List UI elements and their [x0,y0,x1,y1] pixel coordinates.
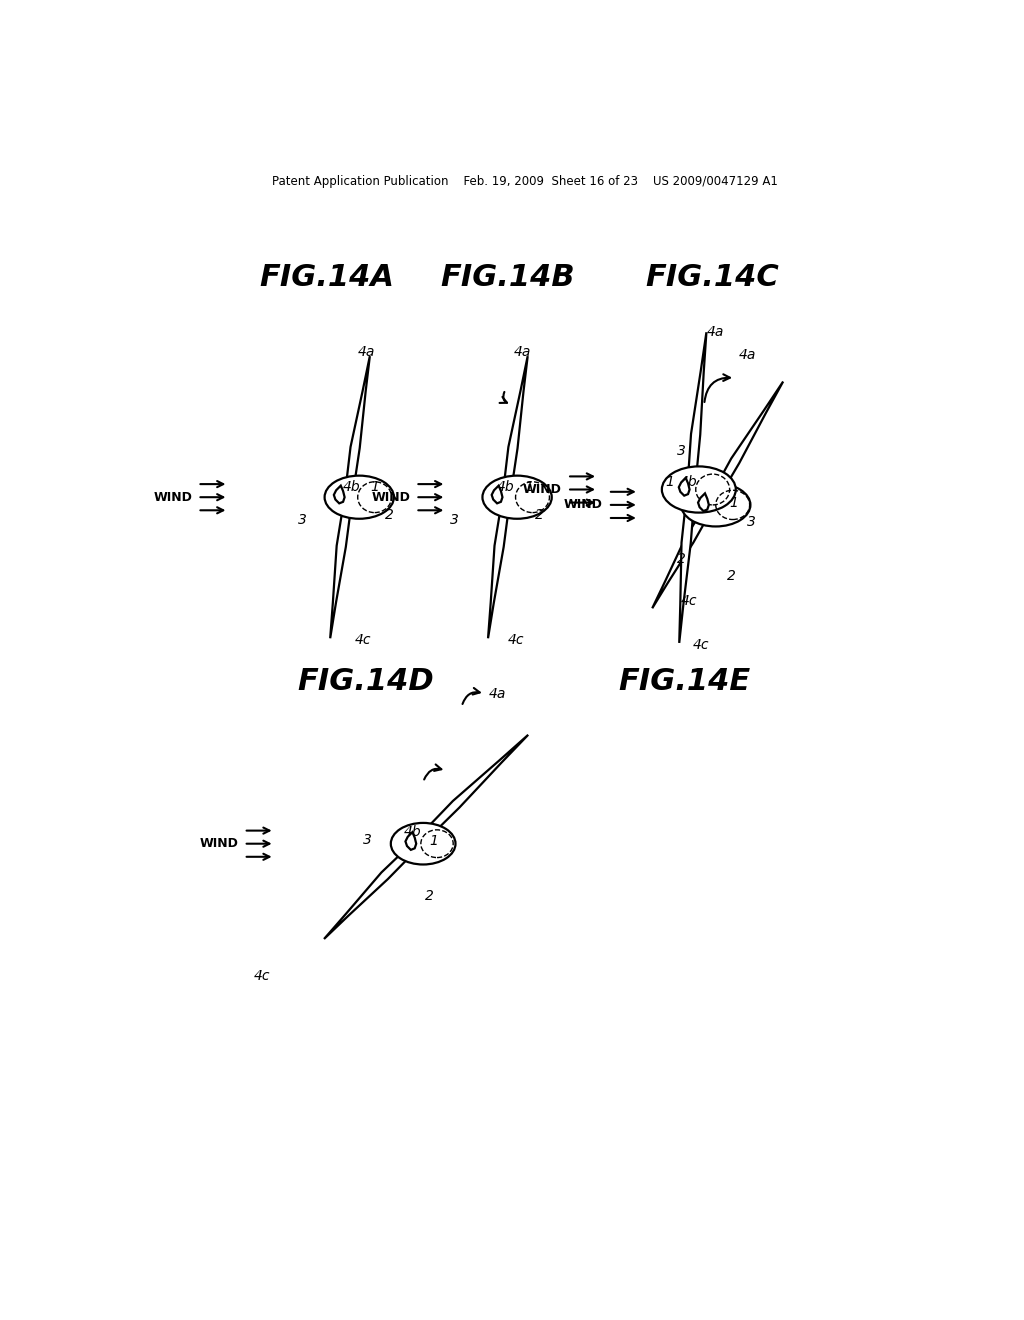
Text: WIND: WIND [371,491,410,504]
Polygon shape [698,494,709,511]
Text: WIND: WIND [154,491,193,504]
Text: 4b: 4b [497,480,514,494]
Text: 4a: 4a [707,325,724,339]
Text: 4b: 4b [403,825,422,840]
Polygon shape [708,381,783,506]
Text: 1: 1 [429,834,438,849]
Text: 2: 2 [727,569,736,582]
Polygon shape [334,486,345,503]
Ellipse shape [681,483,751,527]
Text: 4b: 4b [342,480,359,494]
Text: 4b: 4b [680,475,697,488]
Text: 3: 3 [746,515,756,529]
Text: FIG.14A: FIG.14A [259,263,394,292]
Text: 4c: 4c [254,969,270,983]
Text: FIG.14D: FIG.14D [297,668,434,697]
Text: 4a: 4a [513,346,530,359]
Text: WIND: WIND [200,837,239,850]
Text: WIND: WIND [563,499,602,511]
Text: 4b: 4b [696,488,714,502]
Text: 3: 3 [298,513,307,527]
Polygon shape [330,496,352,639]
Text: FIG.14B: FIG.14B [440,263,575,292]
Text: 4a: 4a [739,347,757,362]
Ellipse shape [391,822,456,865]
Polygon shape [492,486,503,503]
Text: 4c: 4c [681,594,697,609]
Polygon shape [679,478,689,496]
Polygon shape [687,333,707,490]
Text: 2: 2 [425,890,433,903]
Text: Patent Application Publication    Feb. 19, 2009  Sheet 16 of 23    US 2009/00471: Patent Application Publication Feb. 19, … [271,176,778,189]
Ellipse shape [482,475,552,519]
Text: 1: 1 [730,496,738,511]
Polygon shape [503,356,527,498]
Text: 2: 2 [677,552,686,566]
Polygon shape [324,840,421,939]
Text: 4c: 4c [508,632,524,647]
Polygon shape [406,832,416,850]
Polygon shape [416,735,528,845]
Text: WIND: WIND [523,483,562,496]
Text: 4c: 4c [692,638,710,652]
Text: 1: 1 [666,475,675,488]
Text: 2: 2 [385,508,393,521]
Text: 4c: 4c [354,632,371,647]
Polygon shape [345,356,370,498]
Text: 1: 1 [371,480,380,494]
Text: 3: 3 [451,513,459,527]
Ellipse shape [325,475,394,519]
Text: FIG.14E: FIG.14E [618,668,751,697]
Polygon shape [679,488,695,643]
Text: FIG.14C: FIG.14C [645,263,779,292]
Ellipse shape [662,466,736,512]
Text: 4a: 4a [488,686,506,701]
Text: 2: 2 [535,508,544,521]
Polygon shape [488,496,510,639]
Text: 1: 1 [524,480,534,494]
Polygon shape [652,502,714,609]
Text: 3: 3 [364,833,372,847]
Text: 4a: 4a [357,346,375,359]
Text: 3: 3 [677,444,686,458]
